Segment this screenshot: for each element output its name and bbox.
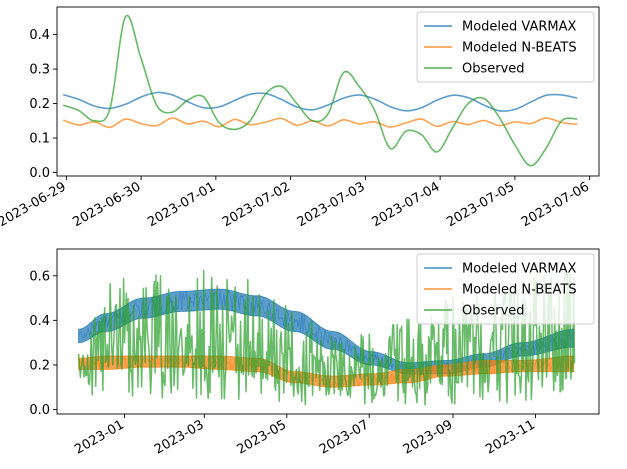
y-tick-label: 0.0 — [29, 166, 50, 181]
series-line-observed — [77, 266, 576, 406]
legend-box — [416, 11, 595, 83]
y-tick-label: 0.2 — [29, 97, 50, 112]
legend: Modeled VARMAX Modeled N-BEATS Observed — [416, 253, 595, 325]
legend-label: Modeled N-BEATS — [462, 283, 577, 298]
y-tick-label: 0.4 — [29, 314, 50, 329]
legend-label: Modeled VARMAX — [462, 20, 577, 35]
plot-area — [77, 266, 576, 406]
legend-box — [416, 253, 595, 325]
axes-frame — [56, 6, 600, 177]
legend-label: Observed — [462, 62, 525, 77]
series-line-modeled-varmax — [62, 91, 578, 112]
legend-label: Modeled N-BEATS — [462, 41, 577, 56]
y-tick-label: 0.6 — [29, 269, 50, 284]
legend-label: Observed — [462, 304, 525, 319]
series-line-modeled-n-beats — [62, 117, 578, 129]
y-tick-label: 0.2 — [29, 358, 50, 373]
y-tick-label: 0.4 — [29, 28, 50, 43]
axes-frame — [56, 248, 600, 415]
y-tick-label: 0.1 — [29, 132, 50, 147]
y-tick-label: 0.0 — [29, 403, 50, 418]
legend: Modeled VARMAX Modeled N-BEATS Observed — [416, 11, 595, 83]
plot-area — [62, 14, 578, 167]
series-line-observed — [62, 14, 578, 167]
y-tick-label: 0.3 — [29, 63, 50, 78]
legend-label: Modeled VARMAX — [462, 262, 577, 277]
